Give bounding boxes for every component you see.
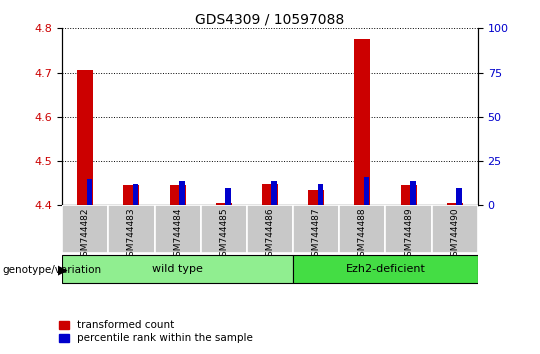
Bar	[401, 184, 417, 205]
Bar	[109, 205, 154, 253]
Text: GSM744484: GSM744484	[173, 208, 182, 262]
Bar	[123, 185, 139, 205]
Text: GSM744487: GSM744487	[312, 208, 321, 262]
Text: ▶: ▶	[58, 264, 68, 276]
Text: Ezh2-deficient: Ezh2-deficient	[346, 264, 426, 274]
Bar	[86, 179, 92, 205]
Bar	[77, 70, 93, 205]
Bar	[447, 203, 463, 205]
Text: wild type: wild type	[152, 264, 203, 274]
Bar	[170, 184, 186, 205]
Bar	[318, 184, 323, 205]
Bar	[247, 205, 293, 253]
Text: GDS4309 / 10597088: GDS4309 / 10597088	[195, 12, 345, 27]
Bar	[431, 205, 478, 253]
Bar	[293, 205, 339, 253]
Bar	[293, 255, 478, 284]
Text: GSM744490: GSM744490	[450, 208, 460, 262]
Bar	[364, 177, 369, 205]
Bar	[215, 203, 232, 205]
Text: genotype/variation: genotype/variation	[3, 265, 102, 275]
Bar	[225, 188, 231, 205]
Bar	[201, 205, 247, 253]
Bar	[308, 190, 325, 205]
Bar	[354, 39, 370, 205]
Text: GSM744486: GSM744486	[266, 208, 274, 262]
Bar	[386, 205, 431, 253]
Bar	[133, 184, 138, 205]
Bar	[154, 205, 201, 253]
Bar	[272, 181, 277, 205]
Bar	[262, 184, 278, 205]
Text: GSM744483: GSM744483	[127, 208, 136, 262]
Bar	[62, 255, 293, 284]
Text: GSM744488: GSM744488	[358, 208, 367, 262]
Legend: transformed count, percentile rank within the sample: transformed count, percentile rank withi…	[59, 320, 253, 343]
Bar	[62, 205, 109, 253]
Bar	[339, 205, 386, 253]
Bar	[456, 188, 462, 205]
Bar	[179, 181, 185, 205]
Bar	[410, 181, 415, 205]
Text: GSM744485: GSM744485	[219, 208, 228, 262]
Text: GSM744489: GSM744489	[404, 208, 413, 262]
Text: GSM744482: GSM744482	[80, 208, 90, 262]
